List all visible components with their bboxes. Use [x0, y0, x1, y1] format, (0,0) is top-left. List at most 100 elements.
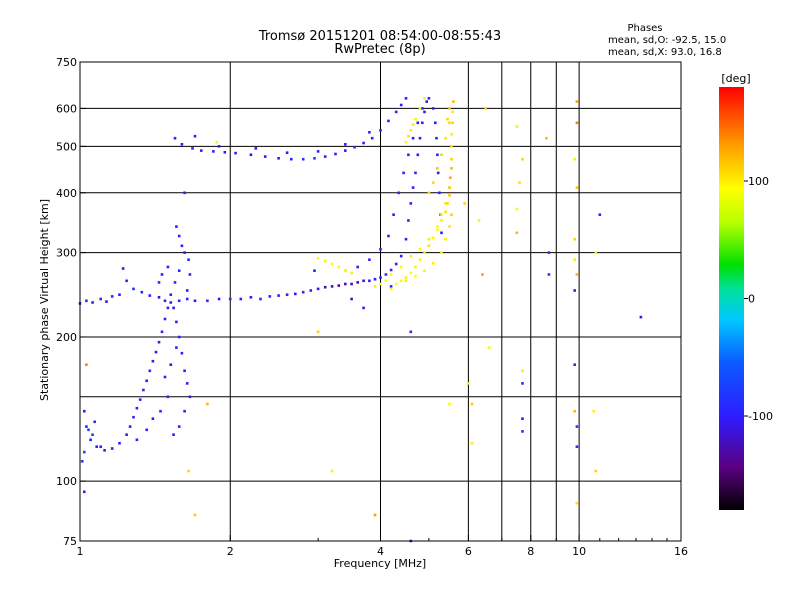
x-axis-ticks: 1 2 4 6 8 10 16: [77, 535, 688, 558]
data-point: [436, 225, 439, 228]
data-point: [518, 181, 521, 184]
data-point: [521, 382, 524, 385]
data-point: [145, 428, 148, 432]
data-point: [135, 406, 139, 410]
data-point: [83, 409, 86, 413]
data-point: [407, 153, 410, 157]
data-point: [515, 125, 519, 128]
data-point: [481, 273, 484, 276]
data-point: [521, 417, 524, 420]
data-point: [487, 346, 491, 349]
data-point: [440, 231, 443, 235]
data-point: [160, 273, 164, 276]
data-point: [187, 258, 190, 261]
data-point: [451, 110, 454, 114]
data-point: [323, 259, 327, 263]
data-point: [268, 295, 272, 298]
data-point: [83, 450, 86, 454]
data-point: [404, 140, 408, 144]
data-point: [463, 202, 466, 205]
data-point: [163, 375, 167, 379]
data-point: [449, 176, 452, 179]
data-point: [414, 117, 417, 121]
y-tick-label: 200: [56, 331, 77, 344]
data-point: [110, 447, 114, 450]
data-point: [239, 297, 243, 301]
data-point: [99, 445, 102, 448]
data-point: [409, 129, 413, 132]
data-point: [368, 258, 371, 261]
data-point: [379, 247, 382, 251]
data-point: [80, 460, 84, 463]
data-point: [118, 441, 121, 445]
grid-lines: [80, 62, 681, 541]
data-point: [444, 210, 447, 214]
data-point: [228, 297, 232, 301]
data-point: [290, 157, 293, 161]
data-point: [575, 121, 579, 125]
colorbar-tick-label: 0: [748, 293, 755, 306]
data-point: [594, 251, 598, 254]
data-point: [175, 320, 178, 324]
y-tick-label: 500: [56, 140, 77, 153]
data-point: [249, 296, 253, 299]
data-points: [78, 97, 643, 543]
data-point: [368, 131, 371, 134]
y-tick-label: 75: [63, 535, 77, 548]
data-point: [105, 300, 108, 303]
data-point: [448, 225, 451, 228]
data-point: [177, 425, 181, 428]
data-point: [193, 513, 197, 517]
data-point: [169, 293, 173, 296]
data-point: [183, 409, 186, 413]
data-point: [350, 282, 353, 286]
data-point: [316, 287, 320, 291]
data-point: [399, 279, 403, 283]
data-point: [444, 202, 447, 205]
data-point: [135, 438, 139, 442]
colorbar-label: [deg]: [721, 72, 750, 85]
data-point: [392, 213, 395, 216]
data-point: [334, 152, 337, 156]
data-point: [515, 231, 519, 235]
data-point: [215, 140, 219, 144]
data-point: [575, 501, 579, 505]
data-point: [177, 234, 181, 238]
x-tick-label: 10: [572, 545, 586, 558]
data-point: [132, 287, 135, 291]
data-point: [421, 107, 424, 110]
data-point: [414, 274, 417, 278]
data-point: [484, 107, 487, 110]
data-point: [440, 251, 443, 254]
data-point: [91, 301, 94, 304]
data-point: [379, 276, 382, 279]
data-point: [166, 265, 170, 269]
data-point: [118, 293, 121, 296]
x-tick-label: 16: [674, 545, 688, 558]
data-point: [330, 262, 334, 266]
data-point: [93, 420, 96, 424]
data-point: [323, 285, 327, 289]
data-point: [409, 202, 413, 205]
x-tick-label: 6: [465, 545, 472, 558]
data-point: [183, 191, 186, 195]
data-point: [384, 273, 388, 276]
data-point: [394, 282, 398, 286]
data-point: [411, 136, 415, 140]
data-point: [175, 346, 178, 349]
data-point: [172, 306, 175, 310]
data-point: [125, 433, 128, 436]
data-point: [89, 438, 92, 442]
data-point: [344, 143, 347, 146]
colorbar: [719, 87, 744, 510]
data-point: [431, 262, 435, 265]
data-point: [436, 167, 439, 170]
data-point: [521, 157, 524, 161]
data-point: [140, 290, 144, 294]
data-point: [154, 350, 158, 354]
data-point: [448, 194, 451, 197]
data-point: [193, 299, 197, 303]
data-point: [421, 121, 424, 125]
data-point: [573, 363, 576, 366]
data-point: [573, 237, 576, 241]
